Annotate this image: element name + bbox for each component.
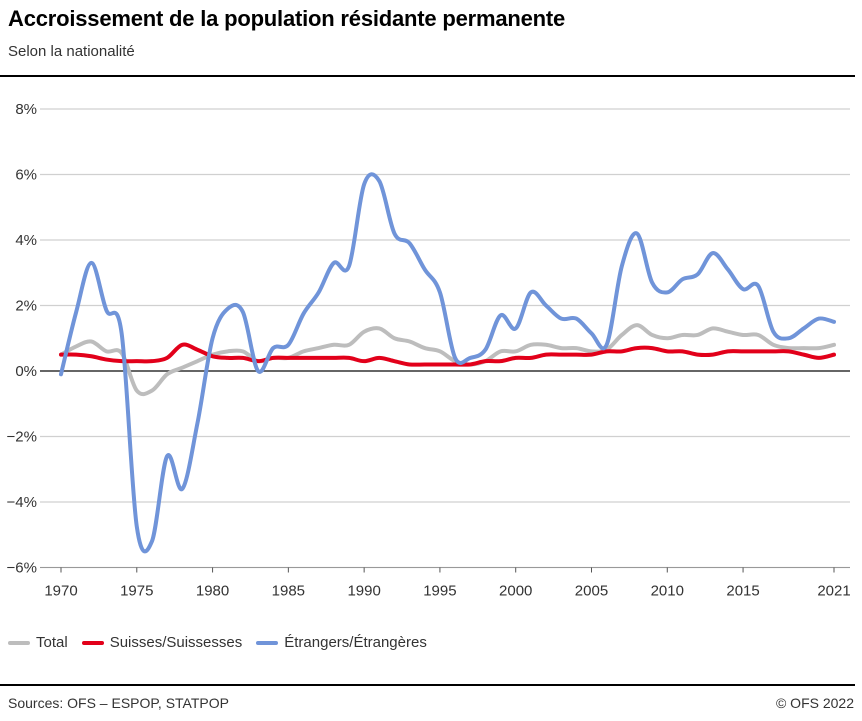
chart-title: Accroissement de la population résidante… — [8, 6, 566, 31]
legend-swatch — [256, 640, 279, 645]
legend-item-foreigners: Étrangers/Étrangères — [256, 634, 427, 651]
chart-subtitle: Selon la nationalité — [8, 43, 135, 60]
legend-label: Total — [36, 634, 68, 651]
series-line-foreigners — [59, 172, 836, 554]
x-tick-label: 1995 — [423, 583, 456, 600]
y-tick-label: −6% — [7, 560, 37, 577]
x-tick-label: 2015 — [726, 583, 759, 600]
y-tick-label: 6% — [15, 167, 37, 184]
bottom-divider — [0, 684, 855, 686]
legend: Total Suisses/Suissesses Étrangers/Étran… — [8, 634, 427, 651]
x-tick-label: 2005 — [575, 583, 608, 600]
legend-swatch — [8, 640, 30, 645]
y-tick-label: 2% — [15, 298, 37, 315]
y-tick-label: 0% — [15, 363, 37, 380]
y-tick-label: 4% — [15, 232, 37, 249]
y-tick-label: 8% — [15, 101, 37, 118]
legend-swatch — [81, 640, 104, 645]
x-tick-label: 2000 — [499, 583, 532, 600]
series-line-swiss — [59, 342, 836, 367]
x-tick-label: 1970 — [44, 583, 77, 600]
x-tick-label: 2021 — [817, 583, 850, 600]
plot-area: 8% 6% 4% 2% 0% −2% −4% −6% 1970 1975 1980 1985 1990 1… — [7, 101, 851, 600]
x-tick-label: 1990 — [347, 583, 380, 600]
source-note: Sources: OFS – ESPOP, STATPOP — [8, 695, 229, 711]
legend-item-total: Total — [8, 634, 68, 651]
legend-label: Étrangers/Étrangères — [284, 634, 427, 651]
x-tick-label: 2010 — [651, 583, 684, 600]
x-tick-label: 1985 — [272, 583, 305, 600]
y-tick-label: −4% — [7, 494, 37, 511]
top-divider — [0, 75, 855, 77]
legend-item-swiss: Suisses/Suissesses — [81, 634, 243, 651]
copyright: © OFS 2022 — [775, 695, 854, 711]
series-line-total — [59, 323, 836, 397]
y-tick-label: −2% — [7, 429, 37, 446]
legend-label: Suisses/Suissesses — [109, 634, 243, 651]
x-tick-label: 1980 — [196, 583, 229, 600]
x-tick-label: 1975 — [120, 583, 153, 600]
